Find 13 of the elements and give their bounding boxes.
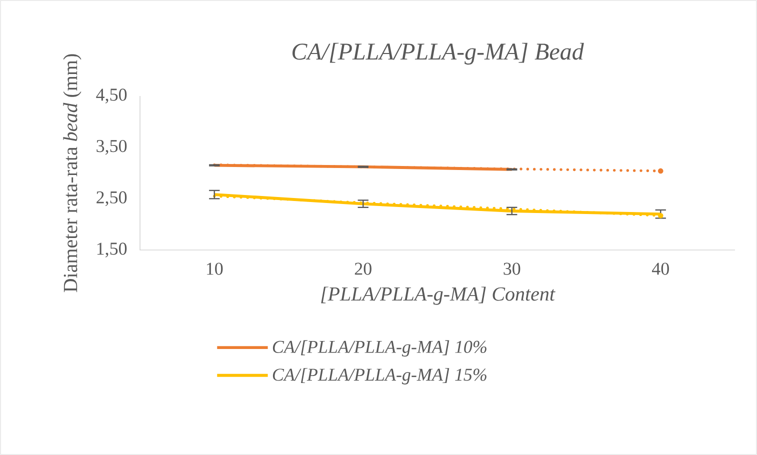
y-tick-label: 4,50 [96,88,127,104]
legend-label: CA/[PLLA/PLLA-g-MA] 10% [272,340,486,357]
y-tick-label: 1,50 [97,242,127,258]
x-tick-label: 30 [504,262,520,275]
chart-title: CA/[PLLA/PLLA-g-MA] Bead [292,42,584,65]
x-tick-label: 40 [652,262,669,275]
x-tick-label: 10 [206,262,223,275]
x-tick-label: 20 [354,262,372,275]
y-tick-label: 3,50 [96,140,127,155]
legend-label: CA/[PLLA/PLLA-g-MA] 15% [272,368,486,384]
x-axis-title: [PLLA/PLLA-g-MA] Content [321,286,556,305]
y-axis-title: Diameter rata-rata bead (mm) [63,54,82,292]
y-tick-label: 2,50 [96,191,127,206]
